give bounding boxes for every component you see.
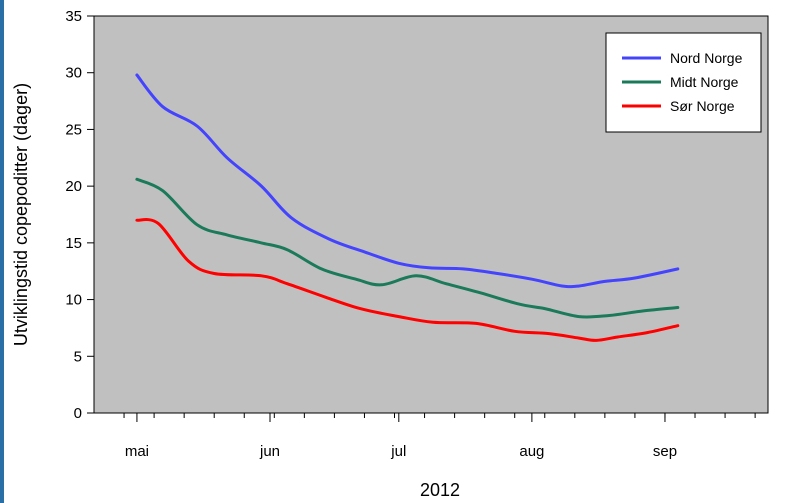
x-tick-label: mai — [125, 443, 149, 460]
x-tick-label: jul — [390, 443, 406, 460]
series-layer — [135, 73, 680, 342]
legend-label-0: Nord Norge — [670, 50, 743, 66]
y-tick-label: 10 — [65, 292, 82, 309]
y-tick-label: 0 — [74, 405, 82, 422]
y-tick-label: 25 — [65, 121, 82, 138]
y-tick-label: 5 — [74, 348, 82, 365]
legend-label-1: Midt Norge — [670, 74, 739, 90]
y-tick-label: 35 — [65, 8, 82, 25]
x-tick-label: aug — [519, 443, 544, 460]
legend-label-2: Sør Norge — [670, 98, 735, 114]
series-line-0 — [135, 73, 680, 289]
left-accent-bar — [0, 0, 4, 503]
series-line-2 — [135, 218, 680, 342]
x-tick-label: sep — [653, 443, 677, 460]
y-axis-title: Utviklingstid copepoditter (dager) — [11, 83, 31, 346]
y-tick-label: 30 — [65, 65, 82, 82]
series-line-1 — [135, 177, 680, 319]
y-tick-label: 15 — [65, 235, 82, 252]
y-tick-label: 20 — [65, 178, 82, 195]
legend: Nord Norge Midt Norge Sør Norge — [605, 32, 762, 133]
x-axis-title: 2012 — [420, 480, 460, 500]
axes-layer: 0 5 10 15 20 25 30 35 mai jun jul aug sep — [65, 8, 768, 460]
x-tick-label: jun — [259, 443, 280, 460]
